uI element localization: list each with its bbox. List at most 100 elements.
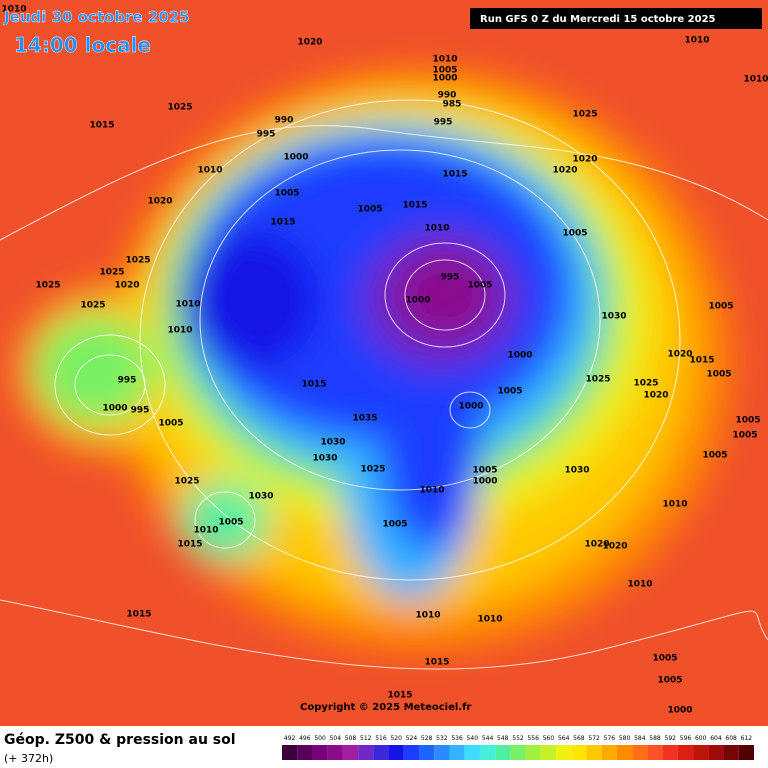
scale-label: 608 (725, 735, 737, 742)
isobar-label: 1010 (175, 300, 200, 310)
isobar-label: 1000 (472, 477, 497, 487)
map-title: Géop. Z500 & pression au sol (4, 732, 236, 748)
scale-label: 532 (436, 735, 448, 742)
scale-label: 572 (588, 735, 600, 742)
isobar-label: 995 (434, 118, 453, 128)
isobar-label: 1020 (572, 155, 597, 165)
scale-label: 548 (497, 735, 509, 742)
scale-label: 516 (375, 735, 387, 742)
scale-swatch (388, 745, 404, 760)
isobar-label: 1030 (320, 438, 345, 448)
isobar-label: 1020 (114, 281, 139, 291)
isobar-label: 1020 (602, 542, 627, 552)
isobar-label: 1030 (312, 454, 337, 464)
isobar-label: 1005 (274, 189, 299, 199)
isobar-label: 1010 (432, 55, 457, 65)
isobar-label: 1035 (352, 414, 377, 424)
scale-swatch (479, 745, 496, 760)
scale-label: 568 (573, 735, 585, 742)
isobar-label: 1020 (667, 350, 692, 360)
scale-label: 512 (360, 735, 372, 742)
scale-label: 492 (284, 735, 296, 742)
scale-swatch (358, 745, 374, 760)
isobar-label: 1030 (564, 466, 589, 476)
isobar-label: 1010 (424, 224, 449, 234)
isobar-label: 1015 (270, 218, 295, 228)
isobar-label: 1000 (458, 402, 483, 412)
scale-swatch (403, 745, 420, 760)
isobar-label: 1010 (743, 75, 768, 85)
isobar-label: 1000 (405, 296, 430, 306)
map-field (0, 0, 768, 726)
isobar-label: 1005 (735, 416, 760, 426)
isobar-label: 1020 (147, 197, 172, 207)
isobar-label: 1010 (1, 5, 26, 15)
isobar-label: 1010 (627, 580, 652, 590)
scale-swatch (586, 745, 602, 760)
isobar-label: 1025 (585, 375, 610, 385)
scale-swatch (449, 745, 465, 760)
isobar-label: 1015 (89, 121, 114, 131)
scale-label: 544 (482, 735, 494, 742)
scale-swatch (434, 745, 450, 760)
isobar-label: 1005 (432, 66, 457, 76)
scale-label: 520 (390, 735, 402, 742)
scale-label: 580 (619, 735, 631, 742)
isobar-label: 1010 (477, 615, 502, 625)
isobar-label: 995 (118, 376, 137, 386)
run-info: Run GFS 0 Z du Mercredi 15 octobre 2025 (480, 14, 716, 25)
isobar-label: 1005 (158, 419, 183, 429)
isobar-label: 1005 (382, 520, 407, 530)
isobar-label: 1015 (424, 658, 449, 668)
isobar-label: 1015 (442, 170, 467, 180)
isobar-label: 1025 (125, 256, 150, 266)
scale-label: 508 (345, 735, 357, 742)
isobar-label: 985 (443, 100, 462, 110)
isobar-label: 1010 (197, 166, 222, 176)
scale-label: 592 (665, 735, 677, 742)
scale-swatch (723, 745, 739, 760)
isobar-label: 1005 (467, 281, 492, 291)
scale-swatch (571, 745, 587, 760)
isobar-label: 1010 (167, 326, 192, 336)
lead-time: (+ 372h) (4, 752, 53, 765)
scale-label: 556 (527, 735, 539, 742)
isobar-label: 995 (441, 273, 460, 283)
scale-label: 612 (741, 735, 753, 742)
isobar-label: 1010 (415, 611, 440, 621)
isobar-label: 990 (438, 91, 457, 101)
scale-label: 536 (451, 735, 463, 742)
forecast-time: 14:00 locale (14, 33, 151, 57)
scale-label: 576 (604, 735, 616, 742)
scale-label: 596 (680, 735, 692, 742)
scale-label: 540 (467, 735, 479, 742)
isobar-label: 1000 (667, 706, 692, 716)
isobar-label: 1005 (706, 370, 731, 380)
isobar-label: 1025 (99, 268, 124, 278)
scale-swatch (464, 745, 480, 760)
isobar-label: 1000 (102, 404, 127, 414)
scale-swatch (312, 745, 328, 760)
scale-swatch (556, 745, 572, 760)
isobar-label: 1005 (497, 387, 522, 397)
scale-swatch (632, 745, 648, 760)
isobar-label: 1025 (80, 301, 105, 311)
scale-swatch (693, 745, 709, 760)
scale-label: 552 (512, 735, 524, 742)
scale-label: 528 (421, 735, 433, 742)
isobar-label: 1000 (507, 351, 532, 361)
isobar-label: 1025 (572, 110, 597, 120)
isobar-label: 1025 (174, 477, 199, 487)
scale-label: 604 (710, 735, 722, 742)
isobar-label: 1005 (562, 229, 587, 239)
scale-label: 504 (330, 735, 342, 742)
isobar-label: 990 (275, 116, 294, 126)
isobar-label: 1010 (662, 500, 687, 510)
isobar-label: 1010 (193, 526, 218, 536)
scale-swatch (677, 745, 694, 760)
isobar-label: 1005 (708, 302, 733, 312)
scale-swatch (708, 745, 724, 760)
scale-swatch (282, 745, 298, 760)
